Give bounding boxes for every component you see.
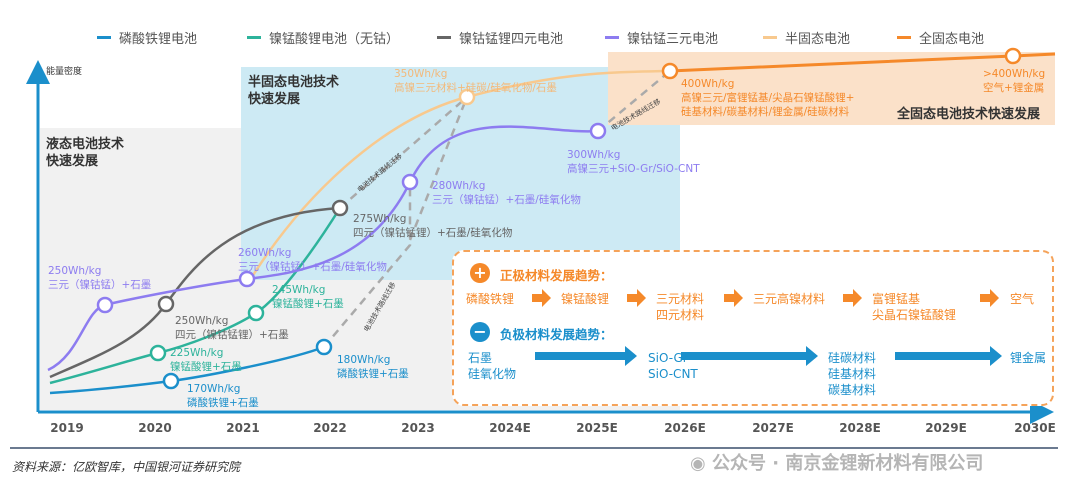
node-marker	[149, 344, 167, 362]
legend-label: 磷酸铁锂电池	[119, 32, 198, 47]
node-marker	[238, 270, 256, 288]
cathode-item: 三元高镍材料	[753, 292, 826, 306]
node-label: 225Wh/kg 镍锰酸锂+石墨	[170, 347, 242, 373]
x-tick: 2021	[226, 421, 260, 435]
node-marker	[315, 338, 333, 356]
watermark-text: 公众号 · 南京金锂新材料有限公司	[711, 453, 984, 474]
x-tick: 2027E	[752, 421, 794, 435]
migration-dashed-line	[408, 96, 469, 241]
node-marker	[458, 88, 476, 106]
x-tick: 2019	[50, 421, 84, 435]
anode-item: 硅碳材料 硅基材料 碳基材料	[828, 351, 877, 397]
node-label: 170Wh/kg 磷酸铁锂+石墨	[187, 383, 259, 409]
legend-ncma: 镍钴锰锂四元电池	[437, 28, 563, 47]
wechat-icon: ◉	[690, 453, 712, 474]
x-tick: 2024E	[489, 421, 531, 435]
all-solid-region-title: 全固态电池技术快速发展	[897, 107, 1041, 122]
node-label: 250Wh/kg 三元（镍钴锰）+石墨	[48, 265, 152, 291]
node-marker	[661, 62, 679, 80]
materials-trend-box	[452, 250, 1054, 406]
legend-lfp: 磷酸铁锂电池	[97, 28, 197, 47]
x-tick: 2023	[401, 421, 435, 435]
plus-icon: +	[470, 263, 490, 283]
liquid-region-title: 液态电池技术 快速发展	[46, 137, 125, 169]
legend-label: 镍钴锰三元电池	[627, 32, 719, 47]
x-tick: 2028E	[839, 421, 881, 435]
y-axis-label: 能量密度	[46, 67, 83, 77]
node-label: 350Wh/kg 高镍三元材料+硅碳/硅氧化物/石墨	[394, 68, 557, 94]
legend-ncm: 镍钴锰三元电池	[605, 28, 718, 47]
node-marker	[401, 173, 419, 191]
source-note: 资料来源：亿欧智库，中国银河证券研究院	[12, 460, 241, 474]
node-marker	[247, 304, 265, 322]
anode-item: 锂金属	[1010, 351, 1047, 365]
legend-label: 镍钴锰锂四元电池	[459, 32, 564, 47]
legend-lnmo: 镍锰酸锂电池（无钴）	[247, 28, 399, 47]
cathode-item: 富锂锰基 尖晶石镍锰酸锂	[872, 292, 957, 322]
x-tick: 2025E	[576, 421, 618, 435]
x-tick: 2022	[313, 421, 347, 435]
legend-all-solid: 全固态电池	[897, 28, 984, 47]
legend-label: 全固态电池	[919, 32, 985, 47]
node-label: >400Wh/kg 空气+锂金属	[983, 68, 1046, 94]
node-label: 300Wh/kg 高镍三元+SiO-Gr/SiO-CNT	[567, 149, 700, 175]
cathode-arrow-icon	[843, 289, 862, 307]
lnmo-curve	[49, 207, 342, 385]
anode-trend-title: 负极材料发展趋势：	[500, 327, 613, 342]
node-label: 180Wh/kg 磷酸铁锂+石墨	[337, 354, 409, 380]
node-marker	[1004, 47, 1022, 65]
node-label: 250Wh/kg 四元（镍钴锰锂）+石墨	[175, 315, 289, 341]
migration-dashed-line	[323, 182, 412, 348]
cathode-item: 镍锰酸锂	[561, 292, 610, 306]
cathode-arrow-icon	[532, 289, 551, 307]
migration-dashed-line	[339, 96, 468, 209]
cathode-item: 磷酸铁锂	[466, 292, 515, 306]
cathode-trend-title: 正极材料发展趋势：	[500, 268, 613, 283]
cathode-arrow-icon	[724, 289, 743, 307]
cathode-arrow-icon	[980, 289, 999, 307]
x-tick: 2026E	[664, 421, 706, 435]
node-label: 275Wh/kg 四元（镍钴锰锂）+石墨/硅氧化物	[353, 213, 513, 239]
cathode-arrow-icon	[627, 289, 646, 307]
node-marker	[157, 295, 175, 313]
semi-solid-region-title: 半固态电池技术 快速发展	[248, 75, 340, 107]
anode-item: 石墨 硅氧化物	[468, 351, 517, 381]
x-tick: 2029E	[925, 421, 967, 435]
anode-arrow-icon	[681, 346, 818, 366]
cathode-item: 三元材料 四元材料	[656, 292, 705, 322]
legend-label: 镍锰酸锂电池（无钴）	[269, 32, 400, 47]
minus-icon: −	[470, 322, 490, 342]
anode-item: SiO-Gr SiO-CNT	[648, 351, 698, 381]
node-label: 245Wh/kg 镍锰酸锂+石墨	[272, 284, 344, 310]
node-marker	[589, 122, 607, 140]
anode-arrow-icon	[535, 346, 637, 366]
node-label: 260Wh/kg 三元（镍钴锰）+石墨/硅氧化物	[238, 247, 387, 273]
legend-semi-solid: 半固态电池	[763, 28, 850, 47]
node-marker	[162, 372, 180, 390]
node-label: 400Wh/kg 高镍三元/富锂锰基/尖晶石镍锰酸锂+ 硅基材料/碳基材料/锂金…	[681, 78, 855, 118]
legend-label: 半固态电池	[785, 32, 851, 47]
ncm-curve	[47, 125, 599, 372]
migration-dashed-line	[597, 70, 671, 132]
node-marker	[96, 296, 114, 314]
node-marker	[331, 199, 349, 217]
anode-arrow-icon	[895, 346, 1002, 366]
watermark: ◉ 公众号 · 南京金锂新材料有限公司	[690, 453, 983, 475]
x-tick: 2020	[138, 421, 172, 435]
x-tick: 2030E	[1014, 421, 1056, 435]
cathode-item: 空气	[1010, 292, 1035, 306]
node-label: 280Wh/kg 三元（镍钴锰）+石墨/硅氧化物	[432, 180, 581, 206]
